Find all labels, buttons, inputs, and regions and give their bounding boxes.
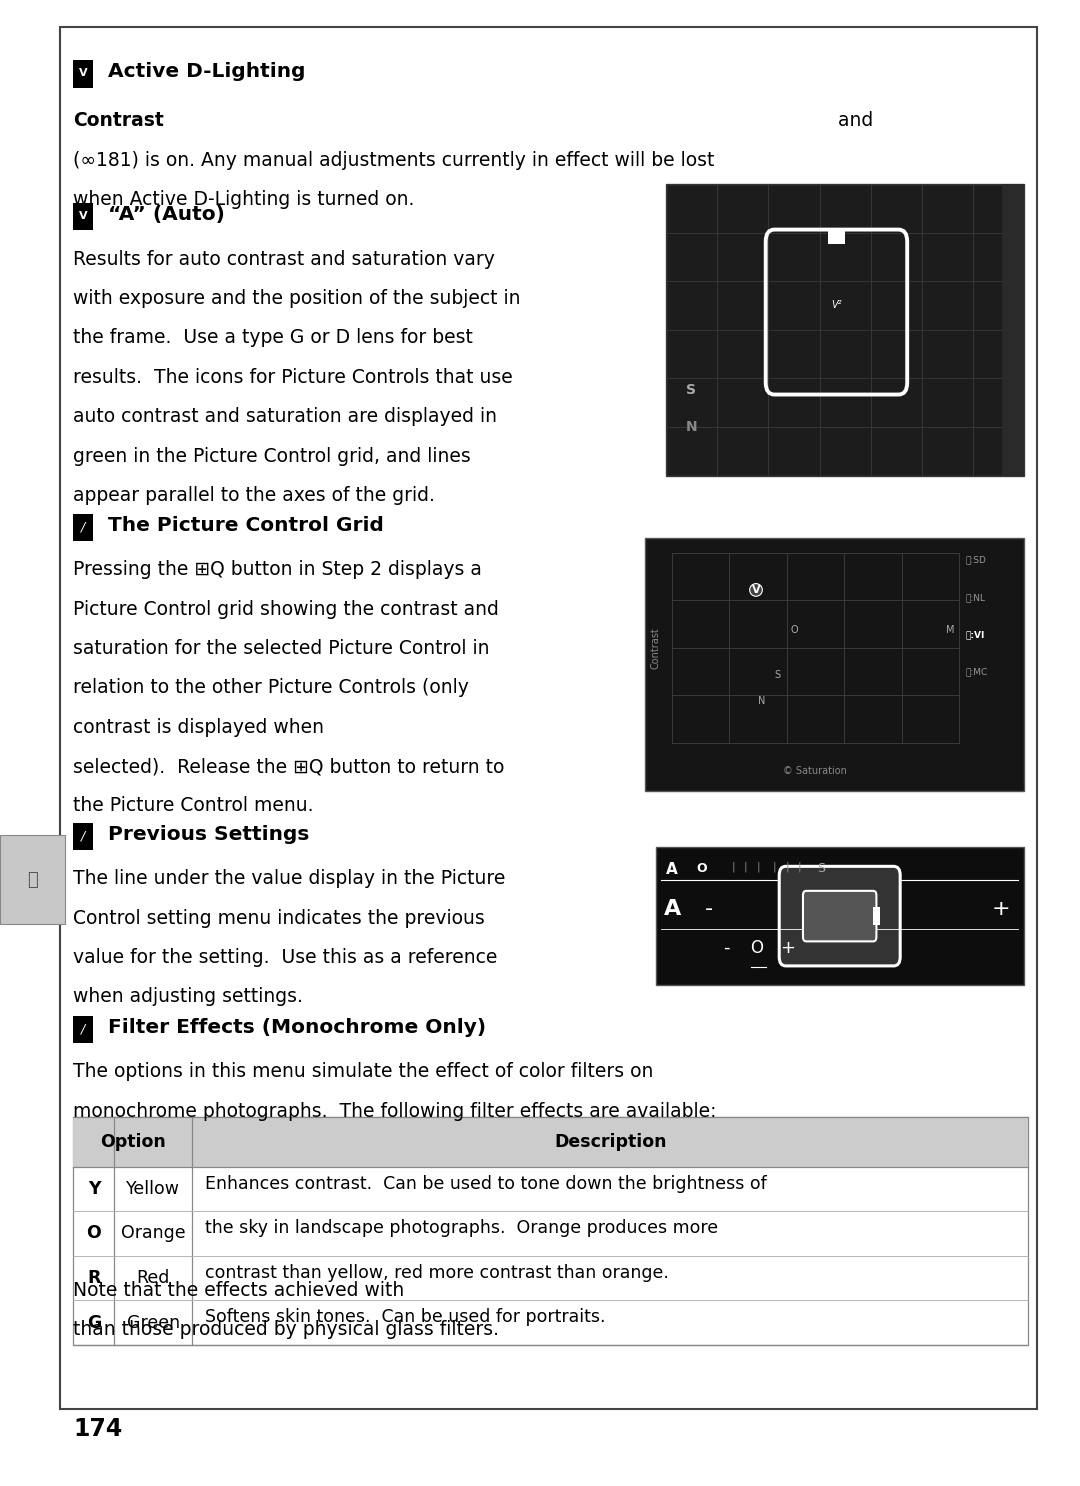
Text: O: O	[697, 862, 707, 875]
Text: Previous Settings: Previous Settings	[108, 825, 309, 844]
Text: Control setting menu indicates the previous: Control setting menu indicates the previ…	[73, 909, 485, 927]
Text: saturation for the selected Picture Control in: saturation for the selected Picture Cont…	[73, 639, 490, 658]
Text: Ⓜ:SD: Ⓜ:SD	[966, 556, 986, 565]
Text: The line under the value display in the Picture: The line under the value display in the …	[73, 869, 505, 889]
Text: Ⓟ:VI: Ⓟ:VI	[966, 630, 985, 639]
Bar	[73, 823, 93, 850]
Text: |: |	[757, 862, 760, 872]
Text: Orange: Orange	[121, 1224, 186, 1242]
Text: Green: Green	[126, 1314, 180, 1331]
Text: Contrast: Contrast	[73, 111, 164, 131]
Text: A: A	[666, 862, 678, 877]
Text: the frame.  Use a type G or D lens for best: the frame. Use a type G or D lens for be…	[73, 328, 473, 348]
Text: /: /	[81, 829, 85, 843]
Text: The options in this menu simulate the effect of color filters on: The options in this menu simulate the ef…	[73, 1062, 653, 1082]
Text: G: G	[86, 1314, 102, 1331]
Text: V: V	[79, 211, 87, 221]
Text: |: |	[785, 862, 788, 872]
Bar	[73, 204, 93, 230]
Text: O: O	[751, 939, 764, 957]
Text: The Picture Control Grid: The Picture Control Grid	[108, 516, 383, 535]
Text: Note that the effects achieved with: Note that the effects achieved with	[73, 1281, 410, 1300]
Bar	[73, 514, 93, 541]
Text: green in the Picture Control grid, and lines: green in the Picture Control grid, and l…	[73, 446, 471, 465]
Bar	[666, 184, 1024, 476]
Text: results.  The icons for Picture Controls that use: results. The icons for Picture Controls …	[73, 367, 513, 386]
Text: Softens skin tones.  Can be used for portraits.: Softens skin tones. Can be used for port…	[205, 1308, 606, 1327]
Text: Yellow: Yellow	[126, 1180, 180, 1198]
Text: |: |	[731, 862, 734, 872]
Text: V²: V²	[832, 300, 841, 309]
Text: than those produced by physical glass filters.: than those produced by physical glass fi…	[73, 1320, 499, 1339]
Bar	[73, 61, 93, 88]
Bar	[656, 847, 1024, 985]
Text: |: |	[744, 862, 747, 872]
Text: contrast than yellow, red more contrast than orange.: contrast than yellow, red more contrast …	[205, 1263, 670, 1282]
Text: M: M	[946, 626, 955, 635]
Text: © Saturation: © Saturation	[783, 765, 848, 776]
Text: A: A	[664, 899, 681, 918]
Text: Contrast: Contrast	[650, 627, 661, 669]
Text: with exposure and the position of the subject in: with exposure and the position of the su…	[73, 288, 521, 308]
Text: the sky in landscape photographs.  Orange produces more: the sky in landscape photographs. Orange…	[205, 1219, 718, 1238]
Bar	[873, 906, 879, 924]
Text: Red: Red	[137, 1269, 170, 1287]
Text: Ⓛ:NL: Ⓛ:NL	[966, 593, 986, 602]
Bar	[73, 1016, 93, 1043]
Text: relation to the other Picture Controls (only: relation to the other Picture Controls (…	[73, 678, 470, 697]
Text: “A” (Auto): “A” (Auto)	[108, 205, 225, 224]
Text: /: /	[81, 520, 85, 533]
Text: Enhances contrast.  Can be used to tone down the brightness of: Enhances contrast. Can be used to tone d…	[205, 1174, 767, 1193]
Text: /: /	[81, 1022, 85, 1036]
Bar	[73, 1117, 1028, 1345]
Text: -: -	[705, 899, 714, 918]
Text: Ⓜ:MC: Ⓜ:MC	[966, 667, 988, 676]
Text: S: S	[818, 862, 825, 875]
Text: R: R	[87, 1269, 100, 1287]
FancyBboxPatch shape	[802, 892, 876, 942]
Text: Y: Y	[87, 1180, 100, 1198]
Text: auto contrast and saturation are displayed in: auto contrast and saturation are display…	[73, 407, 498, 426]
Text: Filter Effects (Monochrome Only): Filter Effects (Monochrome Only)	[108, 1018, 486, 1037]
Text: |: |	[772, 862, 775, 872]
Text: Description: Description	[554, 1132, 666, 1152]
Text: N: N	[758, 697, 766, 706]
Bar	[645, 538, 1024, 791]
Text: Results for auto contrast and saturation vary: Results for auto contrast and saturation…	[73, 250, 496, 269]
Text: appear parallel to the axes of the grid.: appear parallel to the axes of the grid.	[73, 486, 435, 505]
Text: when Active D-Lighting is turned on.: when Active D-Lighting is turned on.	[73, 190, 415, 210]
Text: V: V	[752, 585, 760, 594]
Text: Option: Option	[100, 1132, 165, 1152]
Bar	[827, 229, 845, 244]
Text: selected).  Release the ⊞Q button to return to: selected). Release the ⊞Q button to retu…	[73, 756, 504, 776]
Text: ⎙: ⎙	[27, 871, 38, 889]
Text: S: S	[686, 383, 696, 397]
Text: Pressing the ⊞Q button in Step 2 displays a: Pressing the ⊞Q button in Step 2 display…	[73, 560, 483, 580]
Text: V: V	[79, 68, 87, 79]
Text: monochrome photographs.  The following filter effects are available:: monochrome photographs. The following fi…	[73, 1103, 717, 1120]
Text: the Picture Control menu.: the Picture Control menu.	[73, 796, 314, 816]
Text: Picture Control grid showing the contrast and: Picture Control grid showing the contras…	[73, 599, 499, 618]
Text: -: -	[724, 939, 730, 957]
Text: |: |	[798, 862, 801, 872]
FancyBboxPatch shape	[779, 866, 901, 966]
Text: N: N	[686, 421, 698, 434]
Bar	[1002, 184, 1024, 476]
Text: when adjusting settings.: when adjusting settings.	[73, 988, 303, 1006]
Bar	[0, 835, 65, 924]
Text: S: S	[774, 670, 781, 679]
Text: +: +	[991, 899, 1010, 918]
Text: and: and	[832, 111, 879, 131]
Text: (∞181) is on. Any manual adjustments currently in effect will be lost: (∞181) is on. Any manual adjustments cur…	[73, 150, 715, 169]
Text: O: O	[791, 626, 798, 635]
Bar	[73, 1117, 1028, 1167]
Text: value for the setting.  Use this as a reference: value for the setting. Use this as a ref…	[73, 948, 498, 967]
Text: +: +	[780, 939, 795, 957]
Text: contrast is displayed when: contrast is displayed when	[73, 718, 330, 737]
Text: O: O	[86, 1224, 102, 1242]
Text: 174: 174	[73, 1418, 123, 1441]
Text: Active D-Lighting: Active D-Lighting	[108, 62, 306, 82]
